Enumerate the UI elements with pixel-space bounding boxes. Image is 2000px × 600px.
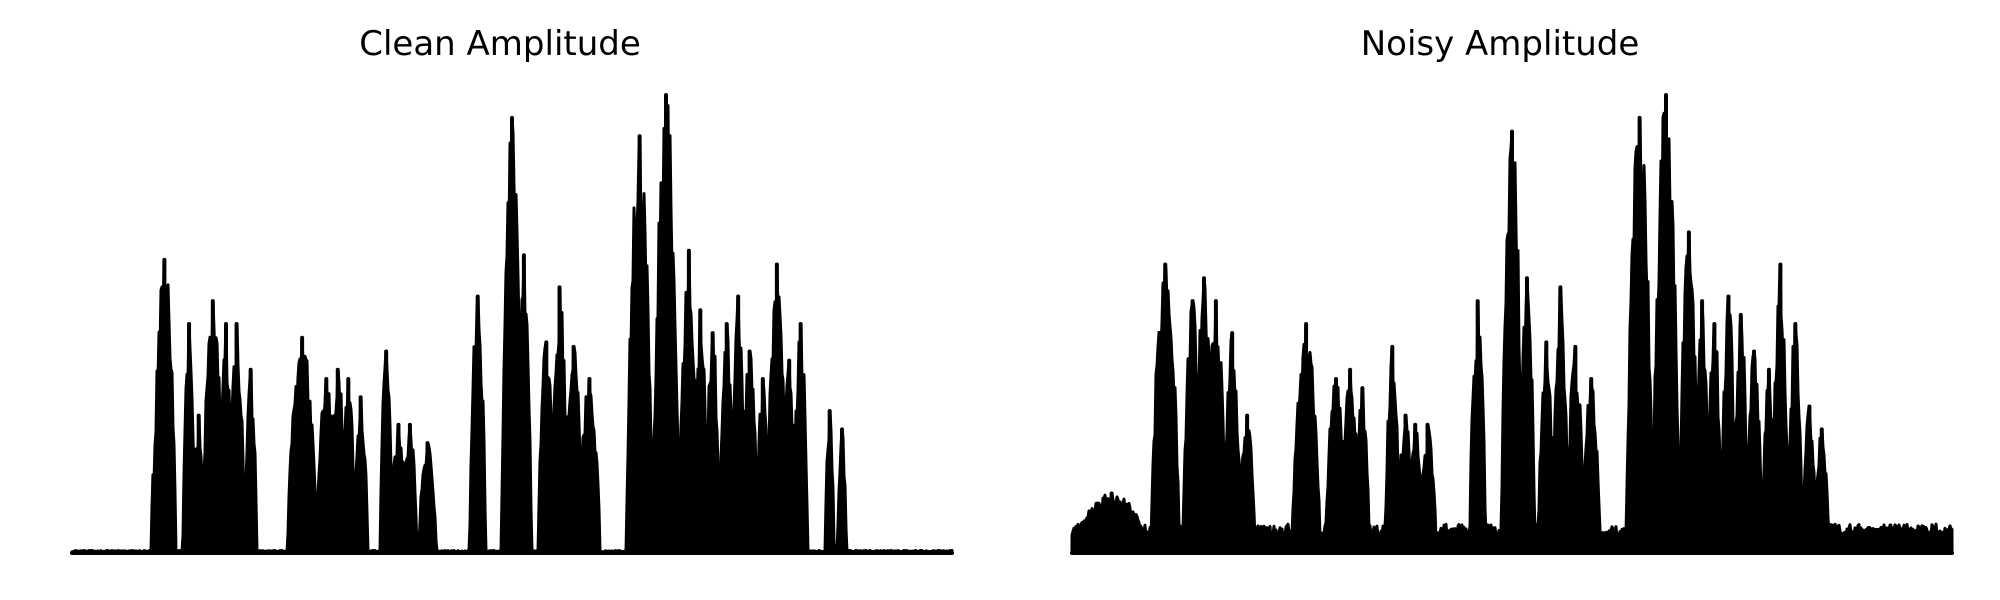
clean-amplitude-plot xyxy=(70,93,954,555)
noisy-amplitude-panel: Noisy Amplitude xyxy=(1000,0,2000,600)
noisy-amplitude-plot xyxy=(1070,93,1954,555)
clean-amplitude-panel: Clean Amplitude xyxy=(70,24,954,555)
clean-amplitude-title: Clean Amplitude xyxy=(359,24,641,64)
noisy-amplitude-title: Noisy Amplitude xyxy=(1360,24,1640,64)
